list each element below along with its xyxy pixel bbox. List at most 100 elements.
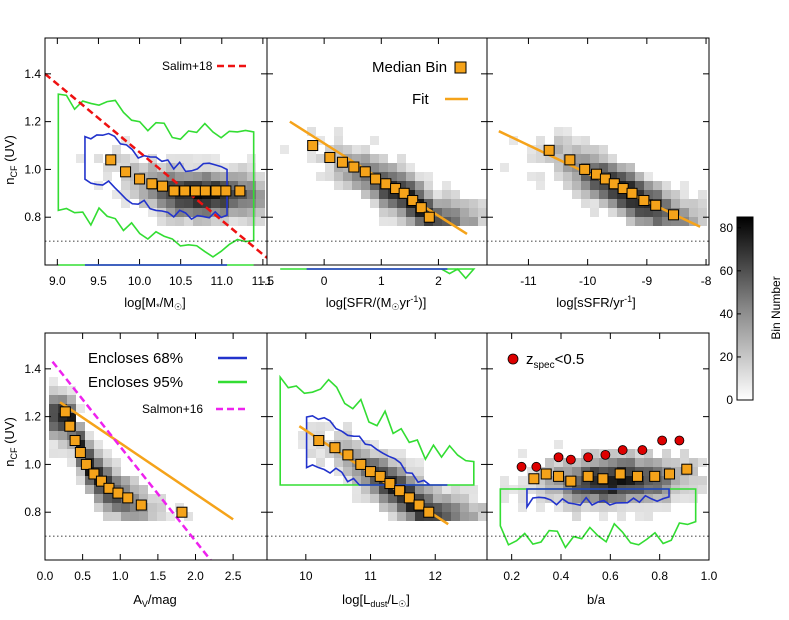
density-cell [563,136,572,145]
density-cell [103,503,112,512]
density-cell [103,476,112,485]
density-cell [157,163,166,172]
density-cell [545,494,554,503]
density-cell [361,485,370,494]
density-cell [211,217,220,226]
density-cell [572,154,581,163]
density-cell [644,172,653,181]
x-tick-label: 11 [364,569,377,583]
density-cell [581,172,590,181]
density-cell [617,163,626,172]
density-cell [121,154,130,163]
density-cell [563,145,572,154]
density-cell [352,154,361,163]
density-cell [680,181,689,190]
density-cell [112,512,121,521]
density-cell [148,208,157,217]
density-cell [370,440,379,449]
density-cell [590,458,599,467]
density-cell [406,190,415,199]
median-bin-marker [365,466,377,478]
density-cell [67,395,76,404]
contour-95 [57,93,255,258]
density-cell [626,494,635,503]
density-cell [406,217,415,226]
density-cell [256,199,265,208]
density-cell [238,172,247,181]
legend-95-label: Encloses 95% [88,374,183,391]
density-cell [184,154,193,163]
density-cell [671,199,680,208]
y-tick-label: 1.4 [24,67,41,81]
density-cell [130,494,139,503]
ylabel-top: nCF (UV) [2,135,19,185]
density-cell [554,136,563,145]
density-cell [148,172,157,181]
density-cell [388,512,397,521]
density-cell [500,476,509,485]
density-cell [85,431,94,440]
panel-top-right: -11 -10 -9 -8 [486,37,712,490]
density-cell [343,458,352,467]
density-cell [49,404,58,413]
density-cell [671,217,680,226]
xlabel-av: AV/mag [133,592,177,609]
density-cell [415,512,424,521]
density-cell [590,449,599,458]
density-cell [112,458,121,467]
density-cell [590,494,599,503]
density-cell [662,503,671,512]
density-cell [334,181,343,190]
density-cell [370,136,379,145]
median-bin-marker [380,178,392,190]
density-cell [518,494,527,503]
plot-area [45,38,267,265]
zspec-point [657,435,668,446]
density-cell [343,172,352,181]
density-cell [247,208,256,217]
median-bin-marker [407,194,419,206]
density-cell [112,163,121,172]
density-cell [238,208,247,217]
legend-zspec-prefix: z [526,351,534,368]
density-cell [379,172,388,181]
density-cell [581,199,590,208]
density-cell [220,208,229,217]
density-cell [334,449,343,458]
density-cell [352,440,361,449]
density-cell [478,208,487,217]
density-cell [563,172,572,181]
density-cell [572,467,581,476]
density-cell [379,494,388,503]
density-cell [121,485,130,494]
density-cell [469,208,478,217]
density-cell [545,154,554,163]
density-cell [572,181,581,190]
density-cell [229,172,238,181]
density-cell [626,476,635,485]
density-cell [121,181,130,190]
density-cell [325,422,334,431]
density-cell [451,199,460,208]
x-tick-label: 9.5 [90,274,107,288]
median-bin-marker [403,492,415,504]
median-bin-marker [413,499,425,511]
density-cell [608,199,617,208]
density-cell [130,154,139,163]
density-cell [460,512,469,521]
density-cell [211,154,220,163]
y-tick-label: 0.8 [24,505,41,519]
density-cell [608,172,617,181]
median-bin-marker [64,420,76,432]
density-cell [343,440,352,449]
density-cell [451,503,460,512]
density-cell [653,217,662,226]
density-cell [662,458,671,467]
density-cell [67,458,76,467]
density-cell [130,512,139,521]
density-cell [608,190,617,199]
median-bin-marker [565,475,577,487]
x-tick-label: 2 [435,274,442,288]
median-bin-marker [667,209,679,221]
density-cell [85,449,94,458]
